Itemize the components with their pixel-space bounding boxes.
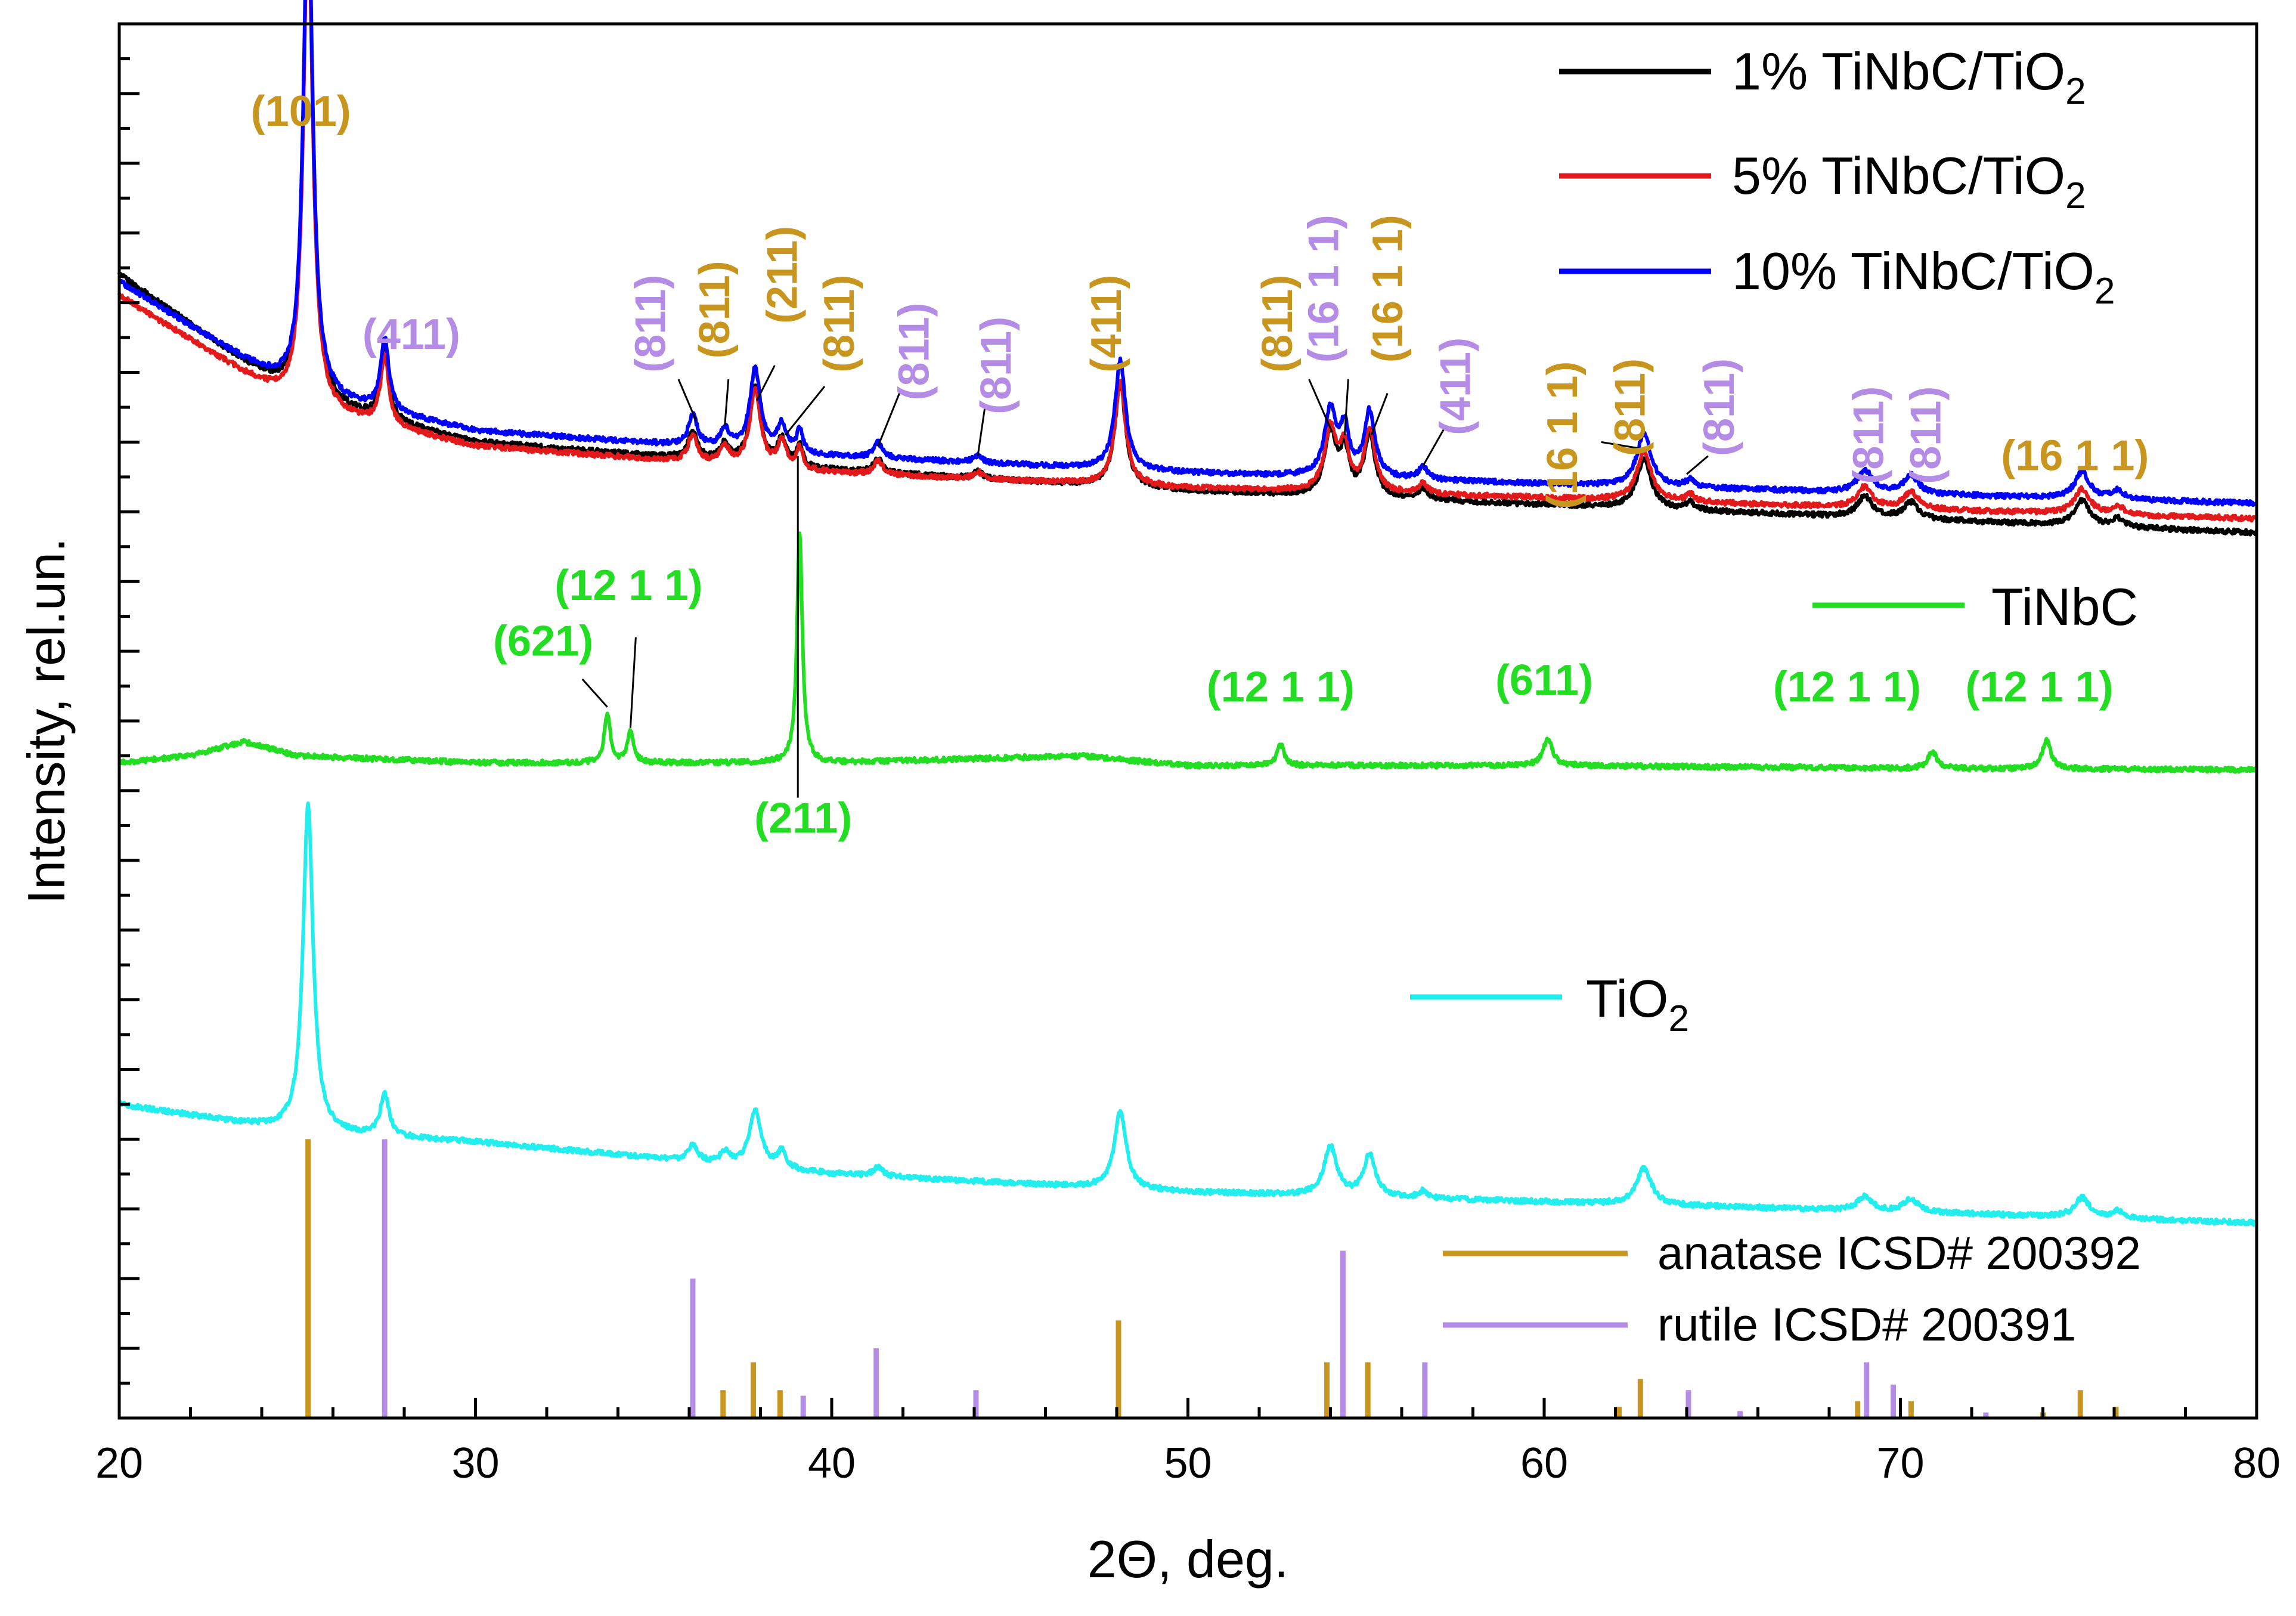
peak-label: (811) [1902,386,1950,484]
x-tick-label: 60 [1520,1439,1568,1487]
peak-label: (411) [1432,338,1480,435]
leader-line [1370,393,1389,436]
peak-label: (211) [754,794,852,842]
x-tick-label: 40 [808,1439,856,1487]
leader-lines [581,365,1709,798]
peak-label: (811) [1606,358,1654,456]
leader-line [1601,441,1644,450]
peak-label: (811) [1254,275,1302,373]
peak-label: (811) [816,275,863,373]
series-line [117,531,2258,774]
peak-label: (12 1 1) [1773,664,1921,711]
peak-label: (621) [493,617,593,665]
x-tick-labels: 20 30 40 50 60 70 80 [95,1439,2280,1487]
series-line [117,0,2258,507]
legend-entry: 1% TiNbC/TiO2 [1732,42,2086,112]
peak-annotations: (101)(411) (811) (811) (211) (811) (811) (811)… [251,88,2149,842]
x-tick-label: 20 [95,1439,143,1487]
peak-label: (811) [1845,386,1893,484]
x-tick-label: 30 [451,1439,499,1487]
leader-line [581,678,608,708]
peak-label: (211) [758,226,806,324]
peak-label: (16 1 1) [2001,432,2149,479]
peak-label: (411) [362,311,460,358]
peak-label: (811) [691,261,739,358]
leader-line [677,379,698,422]
leader-line [724,379,730,426]
leader-line [629,637,637,728]
axis-ticks [117,22,2258,1420]
series-line [118,801,2258,1227]
leader-line [1308,379,1333,433]
peak-label: (411) [1083,275,1130,373]
x-tick-label: 50 [1164,1439,1211,1487]
y-axis-title: Intensity, rel.un. [17,538,76,905]
x-axis-title: 2Θ, deg. [1087,1530,1289,1589]
peak-label: (16 1 1) [1539,361,1587,509]
legend-entry: TiO2 [1586,969,1689,1039]
legend-entry: rutile ICSD# 200391 [1657,1298,2076,1351]
peak-label: (811) [890,302,938,400]
legend-entry: TiNbC [1991,577,2138,636]
peak-label: (12 1 1) [554,562,702,609]
legend-entry: 10% TiNbC/TiO2 [1732,242,2115,312]
leader-line [785,385,826,436]
leader-line [756,365,776,401]
peak-label: (12 1 1) [1965,664,2113,711]
series-lines [117,0,2258,1227]
series-line [117,0,2258,523]
peak-label: (16 1 1) [1300,215,1348,363]
legend-entry: 5% TiNbC/TiO2 [1732,146,2086,216]
x-tick-label: 80 [2233,1439,2280,1487]
legend-entry: anatase ICSD# 200392 [1657,1227,2141,1279]
leader-line [977,407,986,456]
peak-label: (16 1 1) [1364,215,1412,363]
x-tick-label: 70 [1876,1439,1924,1487]
peak-label: (811) [627,275,674,373]
leader-line [1343,379,1349,435]
peak-label: (101) [251,88,351,135]
peak-label: (611) [1495,657,1593,704]
peak-label: (12 1 1) [1207,664,1355,711]
legend: 1% TiNbC/TiO2 5% TiNbC/TiO2 10% TiNbC/TiO2… [1410,42,2141,1351]
leader-line [1422,428,1446,466]
peak-label: (811) [1696,358,1743,456]
peak-label: (811) [972,317,1020,414]
leader-line [877,393,900,447]
leader-line [1686,455,1709,475]
